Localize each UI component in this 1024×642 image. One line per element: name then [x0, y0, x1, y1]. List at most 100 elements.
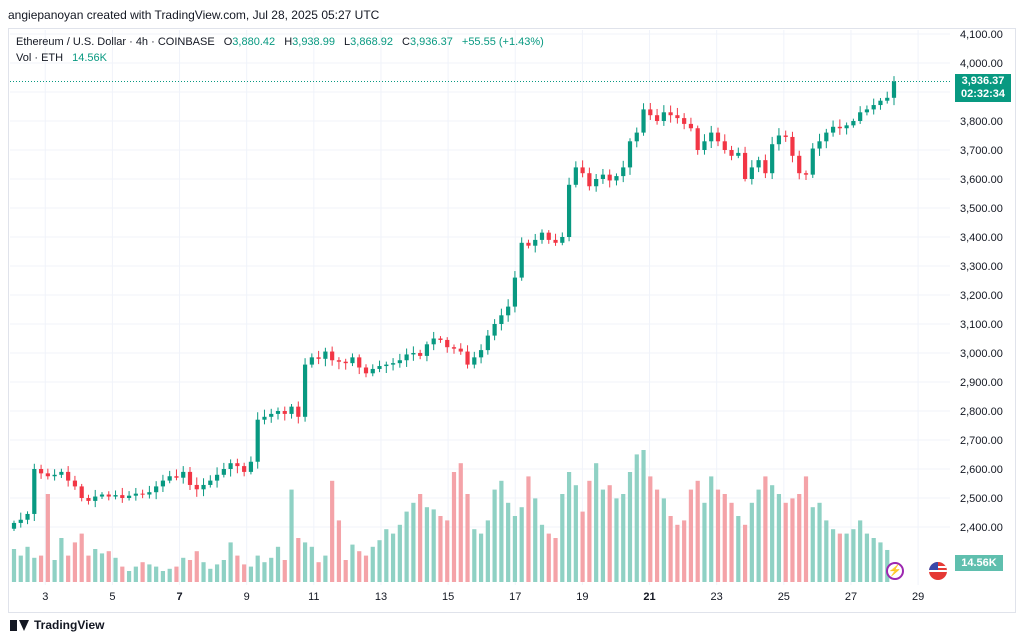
candle-body: [837, 126, 842, 129]
volume-bar: [120, 566, 125, 582]
candle-body: [411, 353, 416, 355]
volume-bar: [594, 463, 599, 582]
volume-bar: [424, 507, 430, 582]
volume-bar: [363, 555, 369, 582]
price-tick-label: 3,100.00: [960, 319, 1003, 331]
volume-bar: [445, 520, 450, 582]
candle-body: [783, 135, 788, 137]
volume-bar: [817, 502, 822, 582]
candle-body: [418, 353, 423, 356]
price-axis[interactable]: 2,400.00 2,500.00 2,600.00 2,700.00 2,800.00…: [960, 29, 1003, 534]
candle-body: [688, 123, 694, 129]
candle-body: [45, 473, 50, 477]
candle-body: [790, 136, 795, 156]
volume-bar: [330, 480, 335, 582]
candle-body: [871, 105, 876, 110]
volume-bar: [702, 502, 707, 582]
time-tick-label: 11: [308, 591, 319, 603]
candle-body: [296, 406, 301, 417]
volume-bar: [174, 566, 179, 582]
time-tick-label: 19: [576, 591, 588, 603]
volume-bar: [418, 494, 423, 582]
volume-bar: [269, 557, 274, 582]
volume-bar: [824, 520, 829, 582]
candle-body: [661, 112, 666, 121]
time-axis[interactable]: 3 5 7 9 11 13 15 17 19 21 23 25 27 29: [42, 591, 924, 603]
footer-brand[interactable]: TradingView: [10, 618, 104, 632]
volume-bar: [688, 489, 694, 582]
open-label: O: [223, 36, 233, 48]
time-tick-label: 13: [375, 591, 387, 603]
candles: [11, 76, 897, 532]
time-tick-label: 17: [509, 591, 521, 603]
price-tick-label: 2,800.00: [960, 406, 1003, 418]
volume-label[interactable]: Vol · ETH: [16, 52, 64, 64]
volume-bar: [715, 489, 721, 582]
us-flag-icon[interactable]: [929, 562, 947, 580]
volume-bar: [566, 472, 572, 582]
volume-bar: [614, 498, 619, 582]
candle-body: [431, 338, 436, 345]
candle-body: [695, 128, 700, 150]
volume-bar: [587, 480, 592, 582]
volume-bar: [878, 542, 883, 582]
candle-body: [607, 174, 612, 181]
candle-body: [262, 416, 267, 420]
volume-bar: [377, 540, 382, 582]
volume-bar: [167, 568, 172, 582]
volume-bar: [59, 538, 64, 582]
change-value: +55.55 (+1.43%): [461, 36, 544, 48]
volume-value: 14.56K: [72, 52, 108, 64]
volume-bar: [776, 494, 782, 582]
candle-body: [113, 495, 118, 497]
volume-bar: [634, 454, 639, 582]
volume-bar: [742, 524, 748, 582]
volume-bar: [25, 546, 30, 582]
candle-body: [106, 494, 111, 497]
volume-bar: [621, 494, 626, 582]
volume-bar: [560, 494, 565, 582]
volume-bar: [770, 485, 775, 582]
volume-bar: [309, 546, 314, 582]
candle-body: [506, 306, 511, 316]
lightning-icon[interactable]: ⚡: [886, 562, 904, 580]
candle-body: [614, 176, 619, 181]
candle-body: [269, 413, 274, 417]
volume-bar: [492, 489, 497, 582]
volume-bar: [228, 542, 233, 582]
volume-bar: [126, 571, 132, 582]
candle-body: [844, 125, 849, 129]
candle-body: [289, 406, 294, 414]
candle-body: [465, 351, 470, 365]
volume-bar: [431, 509, 436, 582]
candle-body: [38, 469, 44, 474]
volume-bar: [32, 557, 37, 582]
volume-bar: [837, 533, 842, 582]
candle-body: [742, 152, 748, 179]
volume-bar: [709, 476, 714, 582]
candle-body: [52, 474, 57, 477]
candle-body: [627, 141, 633, 168]
candle-body: [763, 160, 768, 174]
candle-body: [397, 360, 402, 364]
candle-body: [357, 357, 362, 368]
volume-bar: [499, 480, 504, 582]
candle-body: [282, 411, 287, 414]
candle-body: [242, 466, 247, 472]
volume-bar: [539, 524, 545, 582]
candle-body: [600, 174, 606, 179]
chart-legend: Ethereum / U.S. Dollar · 4h · COINBASE O…: [16, 34, 544, 66]
symbol-title[interactable]: Ethereum / U.S. Dollar · 4h · COINBASE: [16, 36, 215, 48]
candle-body: [526, 242, 531, 246]
volume-bar: [86, 555, 91, 582]
candle-body: [594, 179, 599, 187]
candle-body: [587, 173, 592, 187]
volume-bar: [695, 480, 700, 582]
candle-body: [702, 141, 707, 150]
high-value: 3,938.99: [292, 36, 335, 48]
volume-bar: [140, 562, 145, 582]
volume-bar: [580, 511, 585, 582]
candle-body: [539, 232, 545, 240]
candle-body: [86, 498, 91, 501]
